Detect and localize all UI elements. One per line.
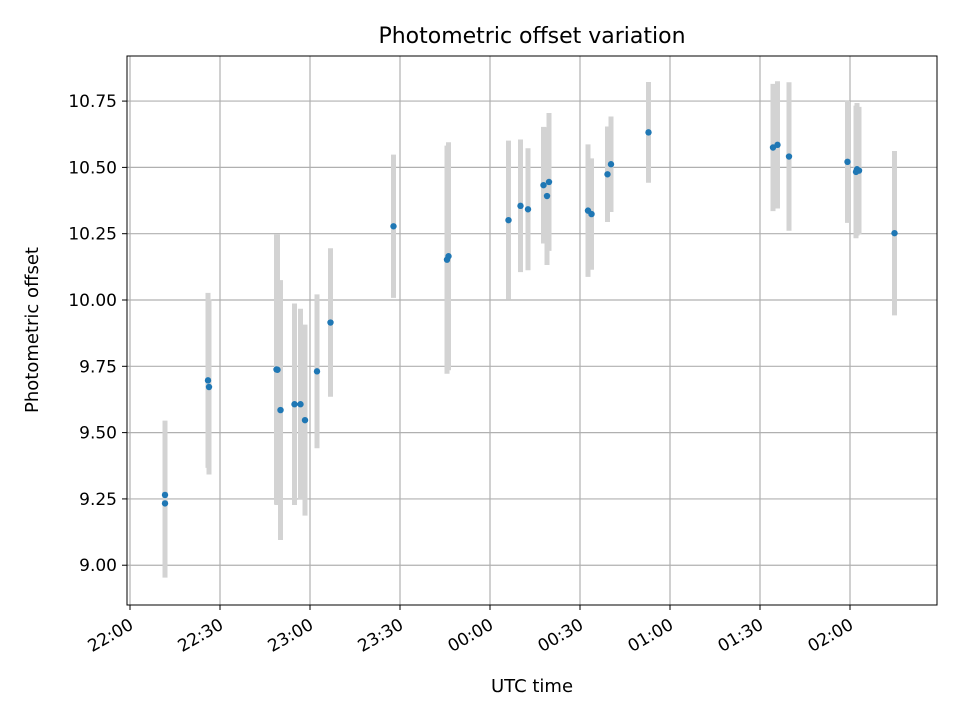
data-point	[297, 401, 304, 408]
data-point	[327, 319, 334, 326]
y-tick-label: 10.50	[68, 158, 117, 178]
data-point	[774, 141, 781, 149]
plot-frame	[126, 55, 938, 606]
data-point	[505, 216, 512, 224]
data-point	[161, 500, 169, 507]
y-tick-label: 9.50	[79, 424, 117, 444]
data-points	[161, 129, 898, 507]
data-point	[844, 158, 851, 166]
chart-title: Photometric offset variation	[378, 24, 685, 49]
data-point	[274, 366, 281, 373]
data-point	[891, 229, 898, 237]
data-point	[205, 383, 213, 391]
y-tick-label: 9.25	[79, 490, 117, 510]
data-point	[161, 491, 169, 499]
data-point	[588, 210, 595, 218]
y-tick-label: 10.25	[68, 225, 117, 245]
data-point	[445, 253, 452, 260]
data-point	[313, 368, 321, 375]
data-point	[301, 416, 309, 424]
data-point	[645, 129, 652, 136]
y-axis-ticks: 9.00 9.25 9.50 9.75 10.00 10.25 10.50 10.75	[68, 92, 127, 576]
data-point	[517, 202, 524, 210]
data-point	[524, 206, 532, 213]
grid-lines	[127, 56, 937, 605]
data-point	[390, 223, 397, 230]
data-point	[785, 153, 793, 160]
y-tick-label: 10.00	[68, 291, 117, 311]
data-point	[604, 171, 611, 178]
data-point	[540, 181, 547, 189]
data-point	[607, 161, 615, 168]
data-point	[545, 178, 553, 186]
y-tick-label: 9.75	[79, 357, 117, 377]
y-tick-label: 10.75	[68, 92, 117, 112]
x-axis-label: UTC time	[491, 676, 573, 697]
data-point	[855, 167, 863, 174]
y-tick-label: 9.00	[79, 556, 117, 576]
data-point	[204, 377, 212, 384]
data-point	[277, 406, 284, 414]
y-axis-label: Photometric offset	[22, 247, 43, 413]
data-point	[543, 192, 551, 200]
data-point	[291, 401, 298, 408]
